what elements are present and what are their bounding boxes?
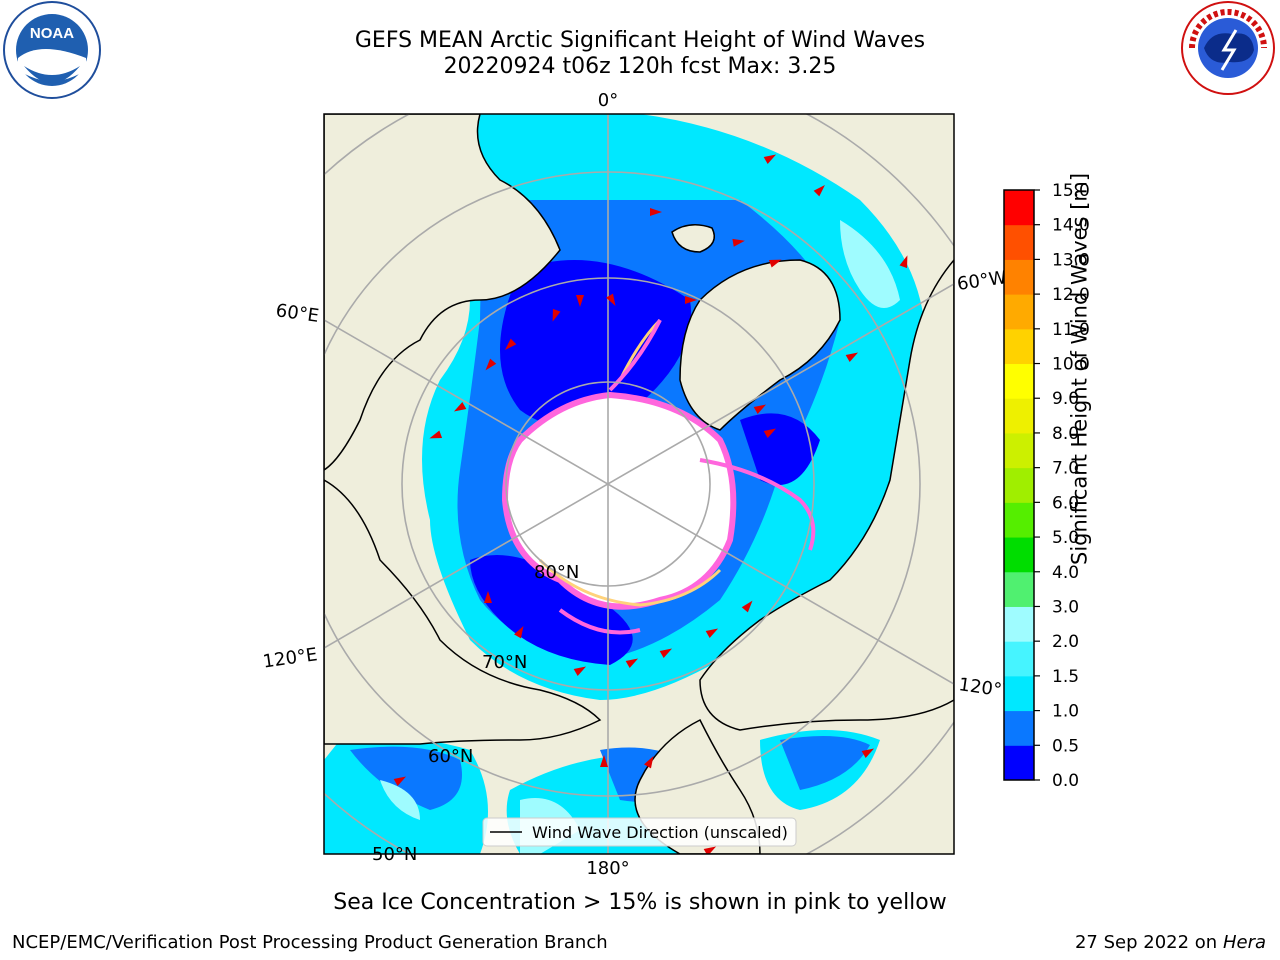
sea-ice-cap	[501, 391, 737, 610]
colorbar-tick-label: 0.0	[1052, 771, 1079, 791]
colorbar-bin	[1004, 641, 1034, 677]
colorbar-tick-label: 5.0	[1052, 528, 1079, 548]
colorbar-tick-label: 12.0	[1052, 285, 1090, 305]
lat-label-50n: 50°N	[372, 844, 417, 865]
sea-ice-edge-pink	[558, 319, 816, 635]
colorbar-bin	[1004, 363, 1034, 399]
lon-label-60w: 60°W	[956, 267, 1008, 295]
colorbar-bin	[1004, 502, 1034, 538]
colorbar-bin	[1004, 432, 1034, 469]
colorbar: 0.0 0.5 1.0 1.5 2.0 3.0 4.0 5.0 6.0 7.0 8.0 9.0 10.0…	[1003, 181, 1090, 791]
colorbar-tick-label: 8.0	[1052, 424, 1079, 444]
sea-ice-note: Sea Ice Concentration > 15% is shown in …	[333, 890, 947, 915]
colorbar-tick-label: 10.0	[1052, 355, 1090, 375]
footer-host: Hera	[1222, 932, 1266, 953]
map-legend: Wind Wave Direction (unscaled)	[482, 817, 797, 847]
colorbar-bin	[1004, 224, 1034, 260]
colorbar-bin	[1004, 328, 1034, 365]
colorbar-bin	[1004, 745, 1034, 781]
north-america	[699, 258, 954, 731]
lon-label-120e: 120°E	[262, 644, 319, 672]
colorbar-tick-label: 9.0	[1052, 389, 1079, 409]
colorbar-tick-label: 4.0	[1052, 563, 1079, 583]
ocean-shading-south-dark	[350, 736, 870, 810]
colorbar-tick-label: 0.5	[1052, 736, 1079, 756]
colorbar-tick-label: 1.0	[1052, 702, 1079, 722]
colorbar-bin	[1004, 259, 1034, 295]
lon-label-0: 0°	[598, 90, 618, 111]
map-area	[324, 114, 954, 854]
footer-date: 27 Sep 2022 on Hera	[1075, 932, 1266, 953]
footer-producer: NCEP/EMC/Verification Post Processing Pr…	[12, 932, 608, 953]
colorbar-bin	[1004, 675, 1034, 712]
footer-date-text: 27 Sep 2022 on	[1074, 932, 1218, 953]
map-title: GEFS MEAN Arctic Significant Height of W…	[354, 28, 926, 53]
colorbar-tick-label: 11.0	[1052, 320, 1090, 340]
nws-logo	[1181, 1, 1275, 95]
ocean-shading-low	[470, 260, 820, 665]
lon-label-180: 180°	[586, 858, 629, 879]
legend-label: Wind Wave Direction (unscaled)	[532, 823, 788, 842]
colorbar-tick-label: 14.0	[1052, 216, 1090, 236]
siberia	[324, 479, 602, 745]
lat-label-80n: 80°N	[534, 562, 579, 583]
colorbar-frame	[1003, 189, 1035, 781]
map-subtitle: 20220924 t06z 120h fcst Max: 3.25	[443, 54, 837, 79]
lon-label-60e: 60°E	[274, 300, 320, 327]
lat-label-70n: 70°N	[482, 652, 527, 673]
colorbar-tick-label: 15.0	[1052, 181, 1090, 201]
colorbar-tick-label: 7.0	[1052, 459, 1079, 479]
colorbar-tick-label: 13.0	[1052, 250, 1090, 270]
colorbar-bin	[1004, 190, 1034, 226]
colorbar-tick-label: 1.5	[1052, 667, 1079, 687]
iceland	[671, 224, 715, 253]
colorbar-bin	[1004, 294, 1034, 330]
graticule	[324, 114, 954, 854]
colorbar-tick-label: 3.0	[1052, 597, 1079, 617]
lat-label-60n: 60°N	[428, 746, 473, 767]
colorbar-tick-label: 6.0	[1052, 493, 1079, 513]
wind-wave-arrows	[393, 154, 908, 854]
noaa-logo-text: NOAA	[30, 25, 74, 42]
map-frame	[323, 113, 955, 855]
colorbar-bin	[1004, 398, 1034, 434]
scandinavia	[324, 114, 561, 471]
colorbar-bin	[1004, 606, 1034, 642]
colorbar-bin	[1004, 467, 1034, 503]
colorbar-bin	[1004, 710, 1034, 746]
colorbar-bin	[1004, 571, 1034, 607]
colorbar-tick-label: 2.0	[1052, 632, 1079, 652]
colorbar-bin	[1004, 537, 1034, 573]
colorbar-title: Significant Height of Wind Waves [m]	[1067, 172, 1092, 565]
noaa-logo: NOAA	[3, 1, 101, 99]
